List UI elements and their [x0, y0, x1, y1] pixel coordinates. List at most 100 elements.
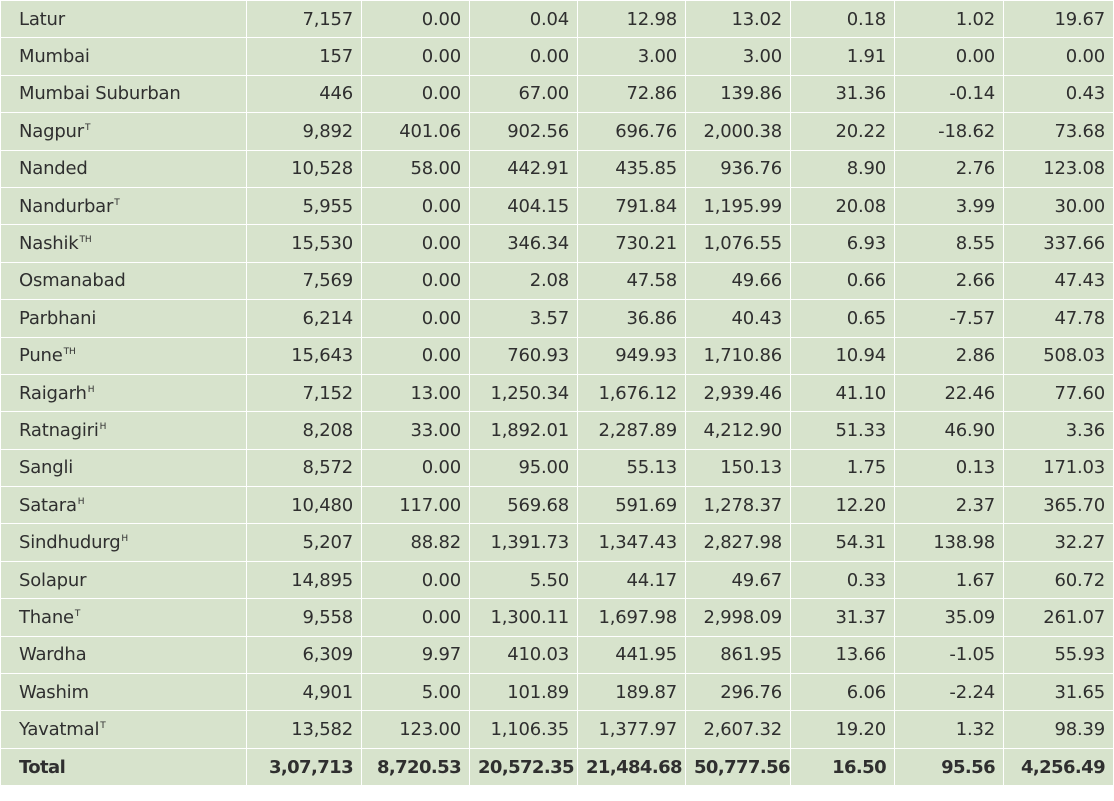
total-value-cell: 50,777.56 [685, 747, 791, 787]
table-row: Wardha 6,309 9.97 410.03 441.95 861.95 13.66 -1… [0, 635, 1114, 675]
value-cell: 0.00 [361, 74, 470, 114]
value-cell: 3.36 [1003, 411, 1114, 450]
district-name: Nanded [19, 158, 88, 180]
value-cell: 58.00 [361, 149, 470, 188]
value-cell: 157 [246, 37, 362, 76]
district-name-cell: Mumbai Suburban [0, 74, 247, 114]
value-cell: 32.27 [1003, 523, 1114, 562]
value-cell: 0.33 [790, 560, 895, 600]
value-cell: 936.76 [685, 149, 791, 188]
value-cell: 696.76 [577, 112, 686, 151]
value-cell: 8,208 [246, 411, 362, 450]
table-row: Washim 4,901 5.00 101.89 189.87 296.76 6.06 -2.… [0, 673, 1114, 712]
value-cell: 6.06 [790, 673, 895, 712]
value-cell: 760.93 [469, 336, 578, 375]
table-row: RatnagiriH 8,208 33.00 1,892.01 2,287.89 4,21… [0, 411, 1114, 450]
table-row: Parbhani 6,214 0.00 3.57 36.86 40.43 0.65 -7.57… [0, 299, 1114, 338]
value-cell: 2,287.89 [577, 411, 686, 450]
value-cell: 7,569 [246, 261, 362, 301]
value-cell: 4,901 [246, 673, 362, 712]
value-cell: 1,676.12 [577, 373, 686, 413]
district-name: Satara [19, 494, 77, 516]
value-cell: 2,827.98 [685, 523, 791, 562]
value-cell: 117.00 [361, 486, 470, 525]
value-cell: 20.22 [790, 112, 895, 151]
district-name-cell: Osmanabad [0, 261, 247, 301]
value-cell: 0.00 [361, 37, 470, 76]
district-footnote-marker: TH [63, 347, 76, 358]
value-cell: 0.13 [894, 448, 1004, 488]
value-cell: 0.00 [361, 598, 470, 637]
district-name-cell: ThaneT [0, 598, 247, 637]
district-name-cell: Solapur [0, 560, 247, 600]
district-name: Mumbai Suburban [19, 83, 181, 105]
value-cell: 508.03 [1003, 336, 1114, 375]
value-cell: 0.65 [790, 299, 895, 338]
district-name: Latur [19, 8, 65, 30]
value-cell: 123.00 [361, 710, 470, 749]
value-cell: 47.58 [577, 261, 686, 301]
value-cell: 30.00 [1003, 186, 1114, 226]
value-cell: 22.46 [894, 373, 1004, 413]
value-cell: 33.00 [361, 411, 470, 450]
district-name: Sindhudurg [19, 532, 121, 554]
value-cell: 1,377.97 [577, 710, 686, 749]
total-value-cell: 4,256.49 [1003, 747, 1114, 787]
value-cell: 0.00 [361, 261, 470, 301]
value-cell: 949.93 [577, 336, 686, 375]
value-cell: 6,214 [246, 299, 362, 338]
value-cell: 446 [246, 74, 362, 114]
table-row: Mumbai 157 0.00 0.00 3.00 3.00 1.91 0.00 0.00 [0, 37, 1114, 76]
value-cell: 861.95 [685, 635, 791, 675]
district-name: Nagpur [19, 120, 84, 142]
table-row: SataraH 10,480 117.00 569.68 591.69 1,278.37 1… [0, 486, 1114, 525]
district-name: Nashik [19, 233, 79, 255]
value-cell: 46.90 [894, 411, 1004, 450]
value-cell: 14,895 [246, 560, 362, 600]
value-cell: 77.60 [1003, 373, 1114, 413]
district-name-cell: SindhudurgH [0, 523, 247, 562]
district-name: Nandurbar [19, 195, 114, 217]
total-value-cell: 21,484.68 [577, 747, 686, 787]
value-cell: 1.67 [894, 560, 1004, 600]
value-cell: 5.50 [469, 560, 578, 600]
value-cell: 8.90 [790, 149, 895, 188]
district-name-cell: SataraH [0, 486, 247, 525]
value-cell: 88.82 [361, 523, 470, 562]
value-cell: 40.43 [685, 299, 791, 338]
table-row: Nanded 10,528 58.00 442.91 435.85 936.76 8.90 2… [0, 149, 1114, 188]
value-cell: 6,309 [246, 635, 362, 675]
table-row: Mumbai Suburban 446 0.00 67.00 72.86 139.86 31… [0, 74, 1114, 114]
value-cell: 47.43 [1003, 261, 1114, 301]
value-cell: 1.32 [894, 710, 1004, 749]
value-cell: 1,391.73 [469, 523, 578, 562]
value-cell: 3.00 [685, 37, 791, 76]
total-value-cell: 20,572.35 [469, 747, 578, 787]
value-cell: 19.20 [790, 710, 895, 749]
value-cell: 10.94 [790, 336, 895, 375]
value-cell: 1,347.43 [577, 523, 686, 562]
district-name: Sangli [19, 457, 74, 479]
value-cell: 902.56 [469, 112, 578, 151]
district-footnote-marker: H [99, 421, 107, 432]
value-cell: 591.69 [577, 486, 686, 525]
value-cell: 98.39 [1003, 710, 1114, 749]
value-cell: 0.00 [894, 37, 1004, 76]
value-cell: 404.15 [469, 186, 578, 226]
value-cell: 13.66 [790, 635, 895, 675]
value-cell: 346.34 [469, 224, 578, 263]
district-footnote-marker: H [121, 534, 128, 545]
table-row: RaigarhH 7,152 13.00 1,250.34 1,676.12 2,939.… [0, 373, 1114, 413]
value-cell: 0.00 [361, 336, 470, 375]
value-cell: 54.31 [790, 523, 895, 562]
value-cell: 1,892.01 [469, 411, 578, 450]
value-cell: 35.09 [894, 598, 1004, 637]
district-name-cell: Latur [0, 0, 247, 39]
value-cell: 2,607.32 [685, 710, 791, 749]
value-cell: 3.57 [469, 299, 578, 338]
value-cell: 0.04 [469, 0, 578, 39]
value-cell: 7,152 [246, 373, 362, 413]
district-name-cell: PuneTH [0, 336, 247, 375]
value-cell: 337.66 [1003, 224, 1114, 263]
value-cell: 101.89 [469, 673, 578, 712]
